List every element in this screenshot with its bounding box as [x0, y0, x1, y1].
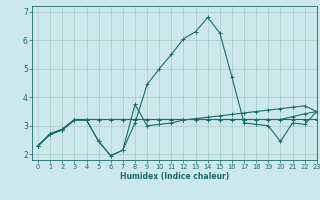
X-axis label: Humidex (Indice chaleur): Humidex (Indice chaleur)	[120, 172, 229, 181]
